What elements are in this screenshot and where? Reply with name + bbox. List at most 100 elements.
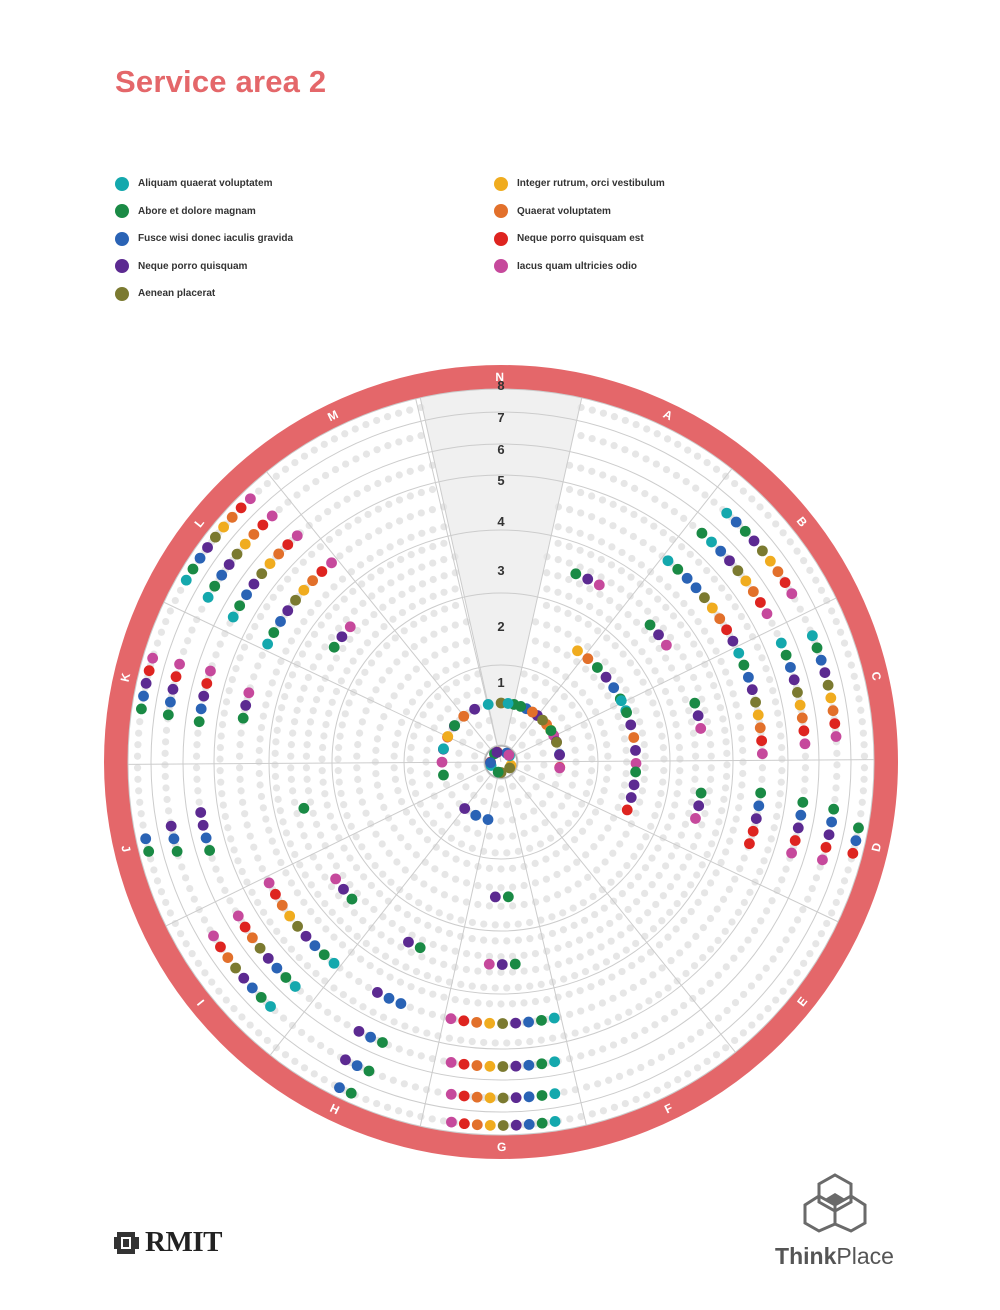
empty-slot-dot (726, 679, 734, 687)
empty-slot-dot (520, 829, 528, 837)
marker-dot (167, 683, 179, 695)
empty-slot-dot (340, 595, 348, 603)
empty-slot-dot (451, 996, 459, 1004)
empty-slot-dot (349, 587, 357, 595)
empty-slot-dot (343, 495, 351, 503)
empty-slot-dot (680, 1002, 688, 1010)
empty-slot-dot (308, 550, 316, 558)
empty-slot-dot (322, 925, 330, 933)
marker-dot (775, 637, 787, 649)
empty-slot-dot (576, 987, 584, 995)
empty-slot-dot (230, 1005, 238, 1013)
empty-slot-dot (398, 608, 407, 617)
empty-slot-dot (651, 812, 659, 820)
empty-slot-dot (681, 820, 690, 828)
empty-slot-dot (618, 967, 626, 976)
empty-slot-dot (584, 732, 592, 740)
empty-slot-dot (542, 661, 550, 669)
empty-slot-dot (530, 807, 538, 815)
empty-slot-dot (406, 767, 415, 775)
empty-slot-dot (605, 615, 613, 623)
marker-dot (600, 671, 612, 683)
empty-slot-dot (406, 467, 414, 475)
empty-slot-dot (385, 500, 393, 508)
marker-dot (690, 813, 701, 824)
empty-slot-dot (338, 941, 347, 949)
empty-slot-dot (314, 916, 322, 925)
empty-slot-dot (718, 807, 726, 815)
empty-slot-dot (339, 871, 347, 880)
marker-dot (395, 998, 407, 1009)
empty-slot-dot (563, 865, 571, 873)
marker-dot (786, 847, 797, 859)
empty-slot-dot (323, 801, 331, 809)
marker-dot (815, 654, 827, 666)
empty-slot-dot (440, 625, 449, 633)
empty-slot-dot (181, 874, 190, 882)
empty-slot-dot (714, 936, 722, 945)
empty-slot-dot (380, 713, 388, 721)
empty-slot-dot (378, 676, 386, 684)
empty-slot-dot (621, 416, 629, 425)
empty-slot-dot (653, 1086, 661, 1094)
empty-slot-dot (423, 836, 432, 844)
empty-slot-dot (417, 1052, 425, 1060)
empty-slot-dot (746, 888, 754, 896)
empty-slot-dot (707, 752, 715, 760)
empty-slot-dot (271, 772, 280, 781)
empty-slot-dot (364, 983, 373, 992)
empty-slot-dot (806, 566, 814, 574)
empty-slot-dot (383, 642, 391, 650)
empty-slot-dot (316, 543, 324, 551)
empty-slot-dot (380, 803, 388, 811)
empty-slot-dot (658, 917, 666, 925)
marker-dot (459, 803, 471, 814)
empty-slot-dot (642, 833, 650, 841)
empty-slot-dot (353, 764, 361, 772)
empty-slot-dot (576, 953, 584, 961)
empty-slot-dot (828, 607, 836, 615)
level-label: 6 (497, 442, 504, 457)
empty-slot-dot (298, 1028, 306, 1037)
empty-slot-dot (641, 1026, 649, 1034)
empty-slot-dot (474, 881, 482, 890)
marker-dot (255, 991, 267, 1003)
empty-slot-dot (452, 855, 460, 863)
empty-slot-dot (667, 852, 676, 860)
empty-slot-dot (219, 801, 227, 809)
empty-slot-dot (471, 752, 479, 760)
empty-slot-dot (526, 844, 534, 852)
empty-slot-dot (860, 741, 868, 749)
empty-slot-dot (630, 484, 639, 492)
marker-dot (662, 555, 674, 567)
empty-slot-dot (413, 916, 422, 924)
empty-slot-dot (321, 977, 329, 985)
empty-slot-dot (739, 1029, 747, 1037)
empty-slot-dot (370, 905, 378, 914)
empty-slot-dot (387, 937, 395, 945)
empty-slot-dot (667, 1047, 676, 1056)
empty-slot-dot (658, 964, 666, 972)
empty-slot-dot (133, 752, 142, 760)
empty-slot-dot (614, 713, 622, 721)
empty-slot-dot (710, 498, 718, 506)
marker-dot (197, 819, 209, 831)
empty-slot-dot (441, 645, 449, 654)
empty-slot-dot (604, 692, 612, 700)
empty-slot-dot (640, 516, 648, 524)
empty-slot-dot (732, 701, 740, 709)
marker-dot (695, 723, 707, 734)
marker-dot (292, 920, 303, 932)
empty-slot-dot (760, 857, 768, 865)
empty-slot-dot (282, 647, 290, 655)
empty-slot-dot (415, 899, 423, 907)
empty-slot-dot (532, 783, 540, 791)
empty-slot-dot (372, 769, 380, 778)
empty-slot-dot (326, 812, 335, 820)
empty-slot-dot (503, 921, 511, 929)
outer-ring (104, 365, 898, 1159)
empty-slot-dot (664, 984, 672, 992)
empty-slot-dot (376, 967, 384, 976)
empty-slot-dot (153, 639, 162, 647)
sector-divider (511, 774, 736, 1053)
